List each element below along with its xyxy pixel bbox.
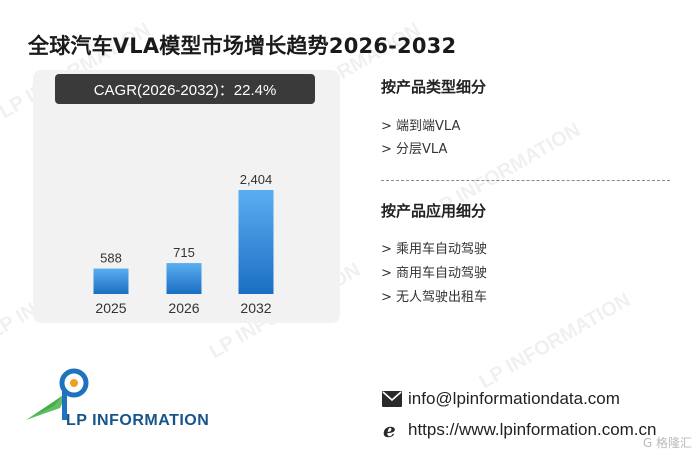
app-item-commercial: > 商用车自动驾驶 — [381, 266, 488, 281]
category-label-2025: 2025 — [95, 300, 126, 316]
type-section-heading: 按产品类型细分 — [381, 78, 487, 96]
type-item-layered: > 分层VLA — [381, 142, 448, 157]
type-item-end-to-end: > 端到端VLA — [381, 119, 461, 134]
section-divider — [381, 180, 670, 181]
bar-2032 — [238, 190, 274, 294]
cagr-badge: CAGR(2026-2032)：22.4% — [55, 74, 315, 104]
bar-chart: 588 2025 715 2026 2,404 2032 — [93, 172, 274, 316]
app-section-heading: 按产品应用细分 — [381, 202, 487, 220]
app-item-robotaxi: > 无人驾驶出租车 — [381, 290, 488, 305]
app-item-passenger: > 乘用车自动驾驶 — [381, 242, 488, 257]
logo-text: LP INFORMATION — [66, 412, 210, 429]
category-label-2032: 2032 — [240, 300, 271, 316]
email-text[interactable]: info@lpinformationdata.com — [408, 389, 620, 408]
page-title: 全球汽车VLA模型市场增长趋势2026-2032 — [28, 34, 457, 58]
website-contact[interactable]: e https://www.lpinformation.com.cn — [382, 420, 656, 440]
value-label-2026: 715 — [173, 245, 195, 260]
email-contact[interactable]: info@lpinformationdata.com — [382, 389, 620, 409]
browser-e-icon: e — [383, 420, 396, 440]
svg-text:e: e — [383, 420, 396, 440]
category-label-2026: 2026 — [168, 300, 199, 316]
mail-icon — [382, 391, 402, 407]
value-label-2032: 2,404 — [240, 172, 273, 187]
watermark: LP INFORMATION — [475, 288, 635, 394]
corner-watermark: G 格隆汇 — [642, 436, 692, 450]
lp-logo-icon — [26, 368, 89, 420]
website-text[interactable]: https://www.lpinformation.com.cn — [408, 420, 657, 439]
bar-2025 — [93, 268, 129, 294]
value-label-2025: 588 — [100, 251, 122, 266]
bar-2026 — [166, 263, 202, 294]
